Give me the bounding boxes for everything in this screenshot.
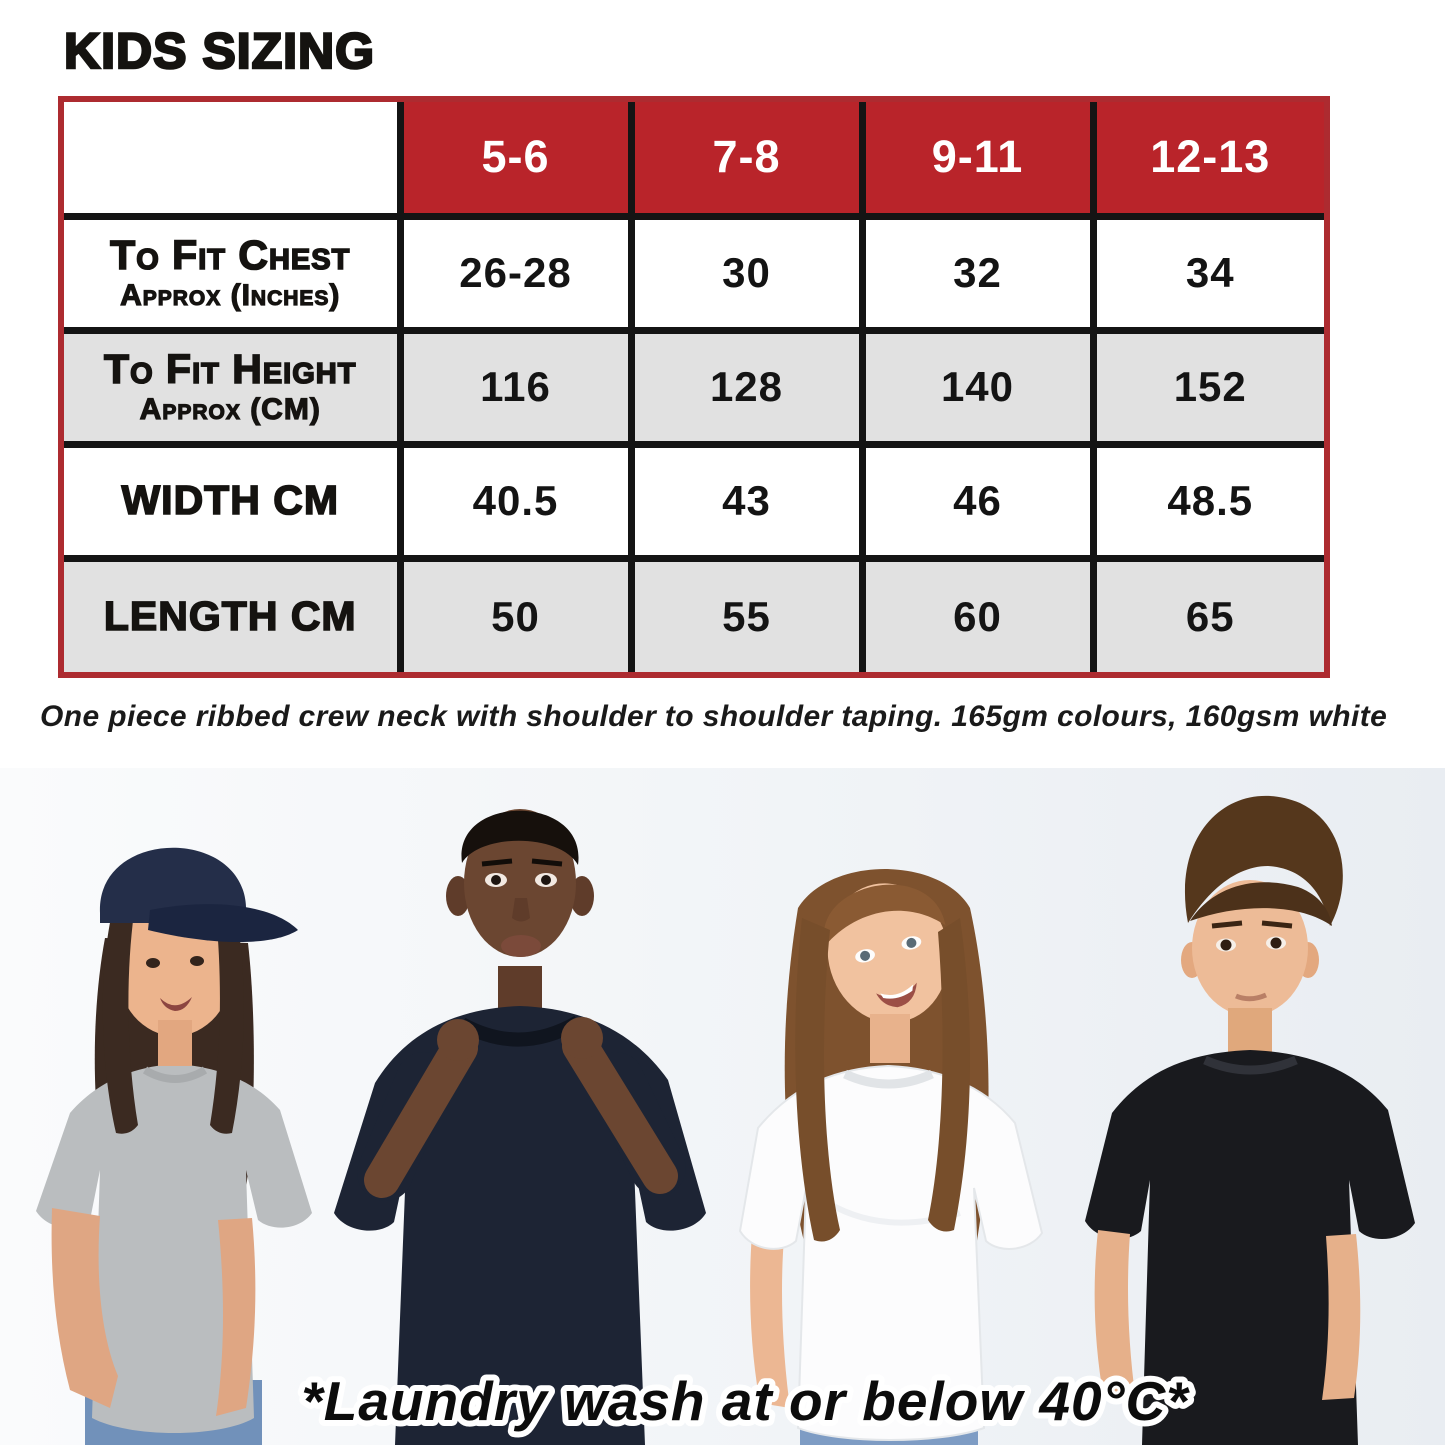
mouth-smile [876,982,917,1008]
eyebrow-right [531,858,563,867]
size-value-cell: 50 [396,554,635,672]
forearm-left [364,1030,478,1198]
row-label-sub: Approx (CM) [139,392,321,426]
cap-brim [148,904,298,943]
table-row-length: LENGTH CM 50 55 60 65 [64,554,1324,672]
arm-left [51,1208,118,1408]
eye-right [190,956,204,966]
eyebrow-left [481,858,513,867]
table-row-width: WIDTH CM 40.5 43 46 48.5 [64,440,1324,562]
hair-side-left [102,908,138,1134]
arm-right [1322,1234,1361,1400]
ear-left [446,876,470,916]
size-value-cell: 40.5 [396,440,635,562]
hand-left [437,1019,479,1061]
size-column-header: 12-13 [1089,102,1324,220]
size-value-cell: 55 [627,554,866,672]
size-header-row: 5-6 7-8 9-11 12-13 [64,102,1324,220]
tshirt-collar [843,1069,934,1089]
teeth [880,984,914,999]
eyebrow-right [1261,920,1293,929]
size-value-cell: 34 [1089,212,1324,334]
mouth [160,997,192,1011]
size-value-cell: 60 [858,554,1097,672]
kid-girl-grey-tshirt [36,847,312,1445]
hand-right [561,1017,603,1059]
hair-fringe [1190,882,1332,926]
table-row-height: To Fit Height Approx (CM) 116 128 140 15… [64,326,1324,448]
size-value-cell: 116 [396,326,635,448]
pupil-right [1270,937,1282,949]
tshirt-collar [142,1066,208,1083]
row-label-width: WIDTH CM [64,440,404,562]
size-value-cell: 152 [1089,326,1324,448]
neck [870,1014,910,1063]
pupil-right [541,875,551,885]
laundry-note: *Laundry wash at or below 40°C* [301,1370,1190,1432]
row-label-length: LENGTH CM [64,554,404,672]
forearm-right [562,1028,678,1194]
size-value-cell: 46 [858,440,1097,562]
size-value-cell: 30 [627,212,866,334]
row-label-main: To Fit Height [103,345,357,392]
row-label-sub: Approx (Inches) [119,278,341,312]
size-value-cell: 43 [627,440,866,562]
nose [512,898,530,922]
size-value-cell: 65 [1089,554,1324,672]
ear-right [570,876,594,916]
size-value-cell: 128 [627,326,866,448]
row-label-main: LENGTH CM [103,592,357,639]
face [464,809,576,957]
hair-side-right [210,913,244,1134]
kids-photo: *Laundry wash at or below 40°C* [0,768,1445,1445]
size-column-header: 5-6 [396,102,635,220]
hair [461,810,579,865]
arm-left [750,1233,790,1408]
table-corner-cell [64,102,404,220]
arm-left [1094,1230,1136,1402]
row-label-height: To Fit Height Approx (CM) [64,326,404,448]
size-value-cell: 26-28 [396,212,635,334]
hair-front-left [795,918,840,1242]
kid-boy-navy-tshirt [334,809,706,1445]
page-title: KIDS SIZING [63,22,376,81]
product-description: One piece ribbed crew neck with shoulder… [40,700,1388,733]
size-value-cell: 140 [858,326,1097,448]
row-label-chest: To Fit Chest Approx (Inches) [64,212,404,334]
eye-left [146,958,160,968]
size-value-cell: 32 [858,212,1097,334]
pupil-right [906,937,917,948]
neck [1228,1008,1272,1058]
hair [1184,795,1343,926]
kid-girl-white-tshirt [738,869,1044,1445]
kid-boy-black-tshirt [1085,795,1415,1445]
tshirt-collar [1203,1055,1298,1075]
bangs [823,884,946,946]
pupil-left [860,950,871,961]
kids-size-table: 5-6 7-8 9-11 12-13 To Fit Chest Approx (… [58,96,1330,678]
neck [158,1020,192,1066]
size-column-header: 7-8 [627,102,866,220]
size-column-header: 9-11 [858,102,1097,220]
row-label-main: To Fit Chest [109,231,351,278]
eyebrow-left [1211,920,1243,929]
hair-front-right [928,918,971,1232]
arm-right [216,1218,256,1416]
pupil-left [491,875,501,885]
row-label-main: WIDTH CM [121,476,339,524]
mouth [1235,992,1268,1002]
table-row-chest: To Fit Chest Approx (Inches) 26-28 30 32… [64,212,1324,334]
pupil-left [1220,939,1232,951]
face [1192,880,1308,1016]
mouth [501,935,541,957]
size-value-cell: 48.5 [1089,440,1324,562]
